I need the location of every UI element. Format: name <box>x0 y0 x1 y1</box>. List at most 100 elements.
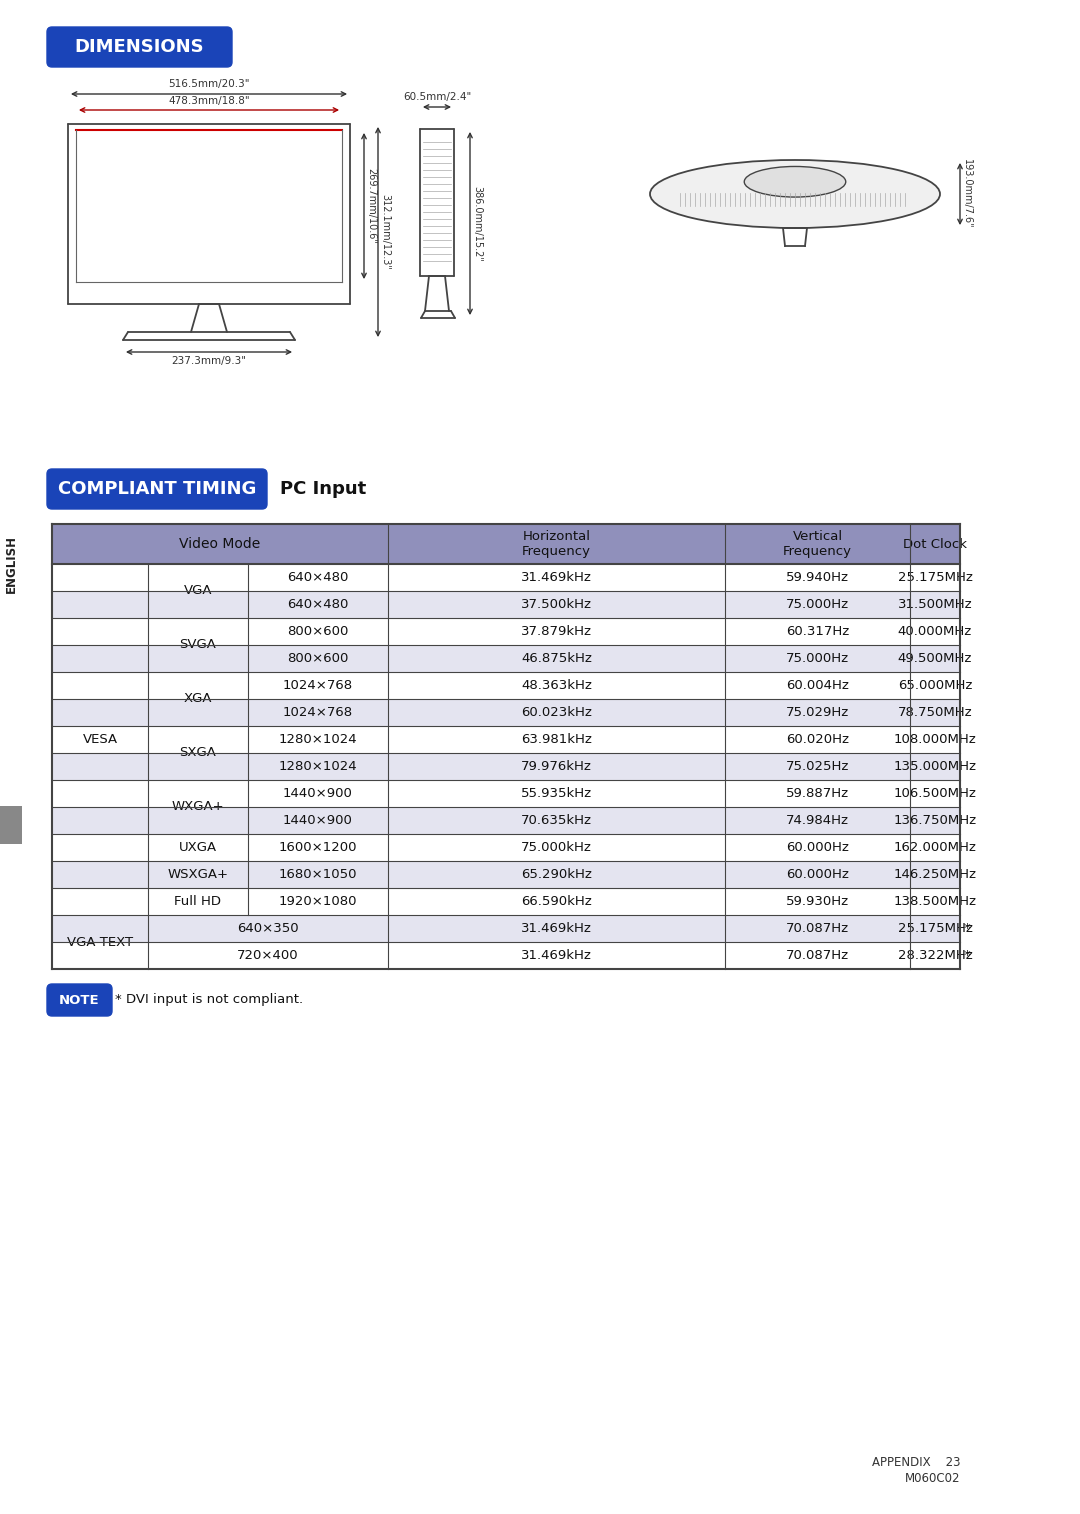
Text: UXGA: UXGA <box>179 840 217 854</box>
Text: 640×480: 640×480 <box>287 598 349 612</box>
Text: 162.000MHz: 162.000MHz <box>893 840 976 854</box>
Text: 269.7mm/10.6": 269.7mm/10.6" <box>366 168 376 244</box>
Text: 237.3mm/9.3": 237.3mm/9.3" <box>172 356 246 366</box>
Text: 1440×900: 1440×900 <box>283 815 353 827</box>
Text: 79.976kHz: 79.976kHz <box>521 760 592 774</box>
Text: 1680×1050: 1680×1050 <box>279 868 357 881</box>
Text: Vertical
Frequency: Vertical Frequency <box>783 530 852 559</box>
Text: 70.087Hz: 70.087Hz <box>786 949 849 961</box>
Bar <box>52 699 960 727</box>
Text: WSXGA+: WSXGA+ <box>167 868 229 881</box>
Text: 31.469kHz: 31.469kHz <box>521 571 592 584</box>
Text: 138.500MHz: 138.500MHz <box>893 895 976 908</box>
Text: 136.750MHz: 136.750MHz <box>893 815 976 827</box>
Text: Horizontal
Frequency: Horizontal Frequency <box>522 530 591 559</box>
Bar <box>52 524 960 565</box>
Text: 55.935kHz: 55.935kHz <box>521 787 592 799</box>
Text: DIMENSIONS: DIMENSIONS <box>75 38 204 56</box>
Text: 60.020Hz: 60.020Hz <box>786 733 849 746</box>
Text: 478.3mm/18.8": 478.3mm/18.8" <box>168 95 249 106</box>
Text: 108.000MHz: 108.000MHz <box>893 733 976 746</box>
Text: 720×400: 720×400 <box>238 949 299 961</box>
Text: 31.469kHz: 31.469kHz <box>521 949 592 961</box>
Text: 60.004Hz: 60.004Hz <box>786 678 849 692</box>
Text: VESA: VESA <box>82 733 118 746</box>
Text: 75.029Hz: 75.029Hz <box>786 706 849 719</box>
Text: 31.469kHz: 31.469kHz <box>521 922 592 936</box>
FancyBboxPatch shape <box>48 984 112 1016</box>
FancyBboxPatch shape <box>48 469 267 509</box>
Text: 1024×768: 1024×768 <box>283 706 353 719</box>
Text: 74.984Hz: 74.984Hz <box>786 815 849 827</box>
Text: COMPLIANT TIMING: COMPLIANT TIMING <box>58 480 256 498</box>
Text: 386.0mm/15.2": 386.0mm/15.2" <box>472 186 482 262</box>
Text: 60.000Hz: 60.000Hz <box>786 840 849 854</box>
Text: 37.879kHz: 37.879kHz <box>521 625 592 637</box>
Text: 146.250MHz: 146.250MHz <box>893 868 976 881</box>
Text: 60.5mm/2.4": 60.5mm/2.4" <box>403 92 471 101</box>
Text: 135.000MHz: 135.000MHz <box>893 760 976 774</box>
Text: 1280×1024: 1280×1024 <box>279 733 357 746</box>
Ellipse shape <box>650 160 940 229</box>
Text: 106.500MHz: 106.500MHz <box>893 787 976 799</box>
Text: APPENDIX    23: APPENDIX 23 <box>872 1455 960 1469</box>
Text: *: * <box>964 922 971 936</box>
Text: 48.363kHz: 48.363kHz <box>521 678 592 692</box>
Text: 1280×1024: 1280×1024 <box>279 760 357 774</box>
Text: 37.500kHz: 37.500kHz <box>521 598 592 612</box>
Ellipse shape <box>744 167 846 197</box>
Text: 46.875kHz: 46.875kHz <box>521 653 592 665</box>
Text: 1024×768: 1024×768 <box>283 678 353 692</box>
Text: 1440×900: 1440×900 <box>283 787 353 799</box>
Text: 1920×1080: 1920×1080 <box>279 895 357 908</box>
Text: 59.940Hz: 59.940Hz <box>786 571 849 584</box>
Text: 28.322MHz: 28.322MHz <box>897 949 972 961</box>
Text: SXGA: SXGA <box>179 746 216 760</box>
Text: ENGLISH: ENGLISH <box>4 534 17 593</box>
Text: 60.000Hz: 60.000Hz <box>786 868 849 881</box>
Text: 800×600: 800×600 <box>287 625 349 637</box>
Text: 800×600: 800×600 <box>287 653 349 665</box>
Text: 70.087Hz: 70.087Hz <box>786 922 849 936</box>
Bar <box>0 805 22 843</box>
Text: 60.023kHz: 60.023kHz <box>521 706 592 719</box>
Text: 40.000MHz: 40.000MHz <box>897 625 972 637</box>
Text: 66.590kHz: 66.590kHz <box>522 895 592 908</box>
Text: PC Input: PC Input <box>280 480 366 498</box>
Text: 31.500MHz: 31.500MHz <box>897 598 972 612</box>
Text: *: * <box>964 949 971 961</box>
Text: 49.500MHz: 49.500MHz <box>897 653 972 665</box>
Bar <box>52 752 960 780</box>
Text: 65.290kHz: 65.290kHz <box>521 868 592 881</box>
Text: NOTE: NOTE <box>59 993 99 1007</box>
Text: 75.000Hz: 75.000Hz <box>786 653 849 665</box>
Text: Full HD: Full HD <box>175 895 221 908</box>
Bar <box>52 807 960 834</box>
Bar <box>52 590 960 618</box>
Text: 312.1mm/12.3": 312.1mm/12.3" <box>380 194 390 269</box>
Text: 60.317Hz: 60.317Hz <box>786 625 849 637</box>
Text: 75.025Hz: 75.025Hz <box>786 760 849 774</box>
Text: WXGA+: WXGA+ <box>172 801 225 813</box>
Text: 640×480: 640×480 <box>287 571 349 584</box>
Bar <box>52 861 960 889</box>
Bar <box>52 914 960 942</box>
Bar <box>52 645 960 672</box>
Text: 59.930Hz: 59.930Hz <box>786 895 849 908</box>
Text: VGA: VGA <box>184 584 213 598</box>
Text: 640×350: 640×350 <box>238 922 299 936</box>
Text: M060C02: M060C02 <box>905 1472 960 1485</box>
Text: Dot Clock: Dot Clock <box>903 537 967 551</box>
Text: Video Mode: Video Mode <box>179 537 260 551</box>
Text: 1600×1200: 1600×1200 <box>279 840 357 854</box>
Text: 25.175MHz: 25.175MHz <box>897 571 972 584</box>
Text: 65.000MHz: 65.000MHz <box>897 678 972 692</box>
Text: * DVI input is not compliant.: * DVI input is not compliant. <box>114 993 303 1007</box>
Text: 75.000kHz: 75.000kHz <box>521 840 592 854</box>
Text: 25.175MHz: 25.175MHz <box>897 922 972 936</box>
Text: 516.5mm/20.3": 516.5mm/20.3" <box>168 79 249 89</box>
FancyBboxPatch shape <box>48 27 232 67</box>
Text: SVGA: SVGA <box>179 639 216 651</box>
Text: 70.635kHz: 70.635kHz <box>521 815 592 827</box>
Text: 63.981kHz: 63.981kHz <box>521 733 592 746</box>
